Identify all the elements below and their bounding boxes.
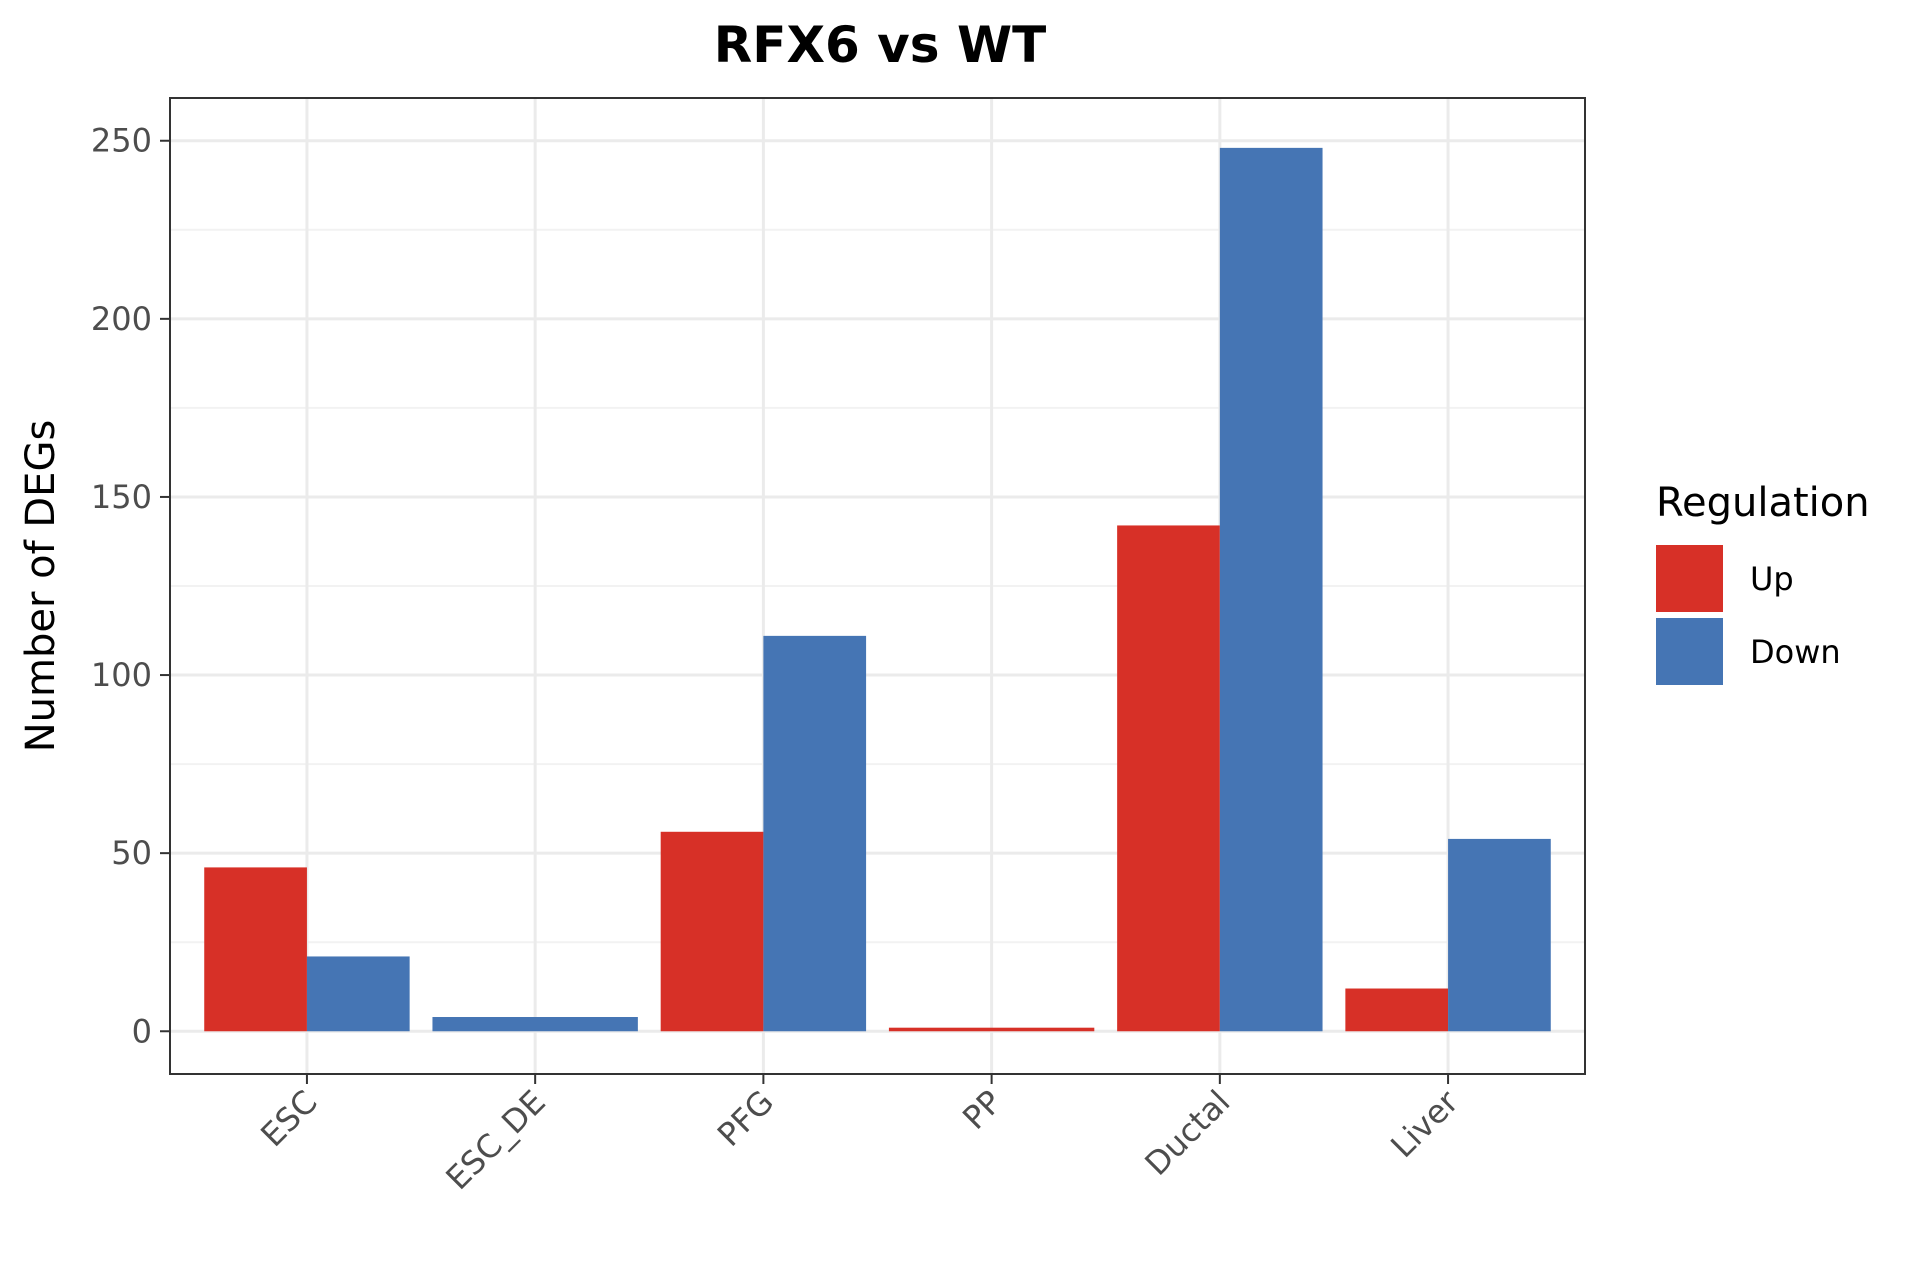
bar-down-liver	[1448, 838, 1551, 1032]
bar-up-pfg	[660, 831, 764, 1032]
y-axis-label: Number of DEGs	[18, 420, 64, 753]
bar-up-esc	[204, 867, 307, 1032]
panel-border	[169, 97, 1586, 1075]
y-tick-label: 0	[132, 1012, 152, 1050]
y-tick-label: 150	[91, 478, 152, 516]
bar-down-ductal	[1219, 147, 1323, 1032]
y-tick-label: 250	[91, 122, 152, 160]
legend-label-down: Down	[1750, 633, 1841, 671]
bar-up-pp	[888, 1027, 1095, 1032]
legend-title: Regulation	[1656, 480, 1870, 526]
y-tick-label: 100	[91, 656, 152, 694]
bar-up-liver	[1345, 988, 1449, 1032]
chart-title: RFX6 vs WT	[714, 16, 1046, 74]
legend: Regulation Up Down	[1656, 480, 1870, 685]
legend-key-up	[1656, 545, 1723, 612]
legend-label-up: Up	[1750, 560, 1794, 598]
bars	[204, 147, 1551, 1032]
bar-down-esc	[306, 956, 410, 1032]
legend-items: Up Down	[1656, 545, 1841, 685]
bar-down-pfg	[763, 635, 867, 1032]
legend-key-down	[1656, 618, 1723, 685]
plot-panel	[169, 97, 1586, 1075]
y-tick-label: 50	[111, 834, 152, 872]
y-tick-label: 200	[91, 300, 152, 338]
minor-gridlines	[170, 228, 1585, 944]
y-axis: 0 50 100 150 200 250	[91, 122, 170, 1050]
bar-down-esc-de	[432, 1017, 638, 1032]
bar-up-ductal	[1117, 525, 1220, 1032]
